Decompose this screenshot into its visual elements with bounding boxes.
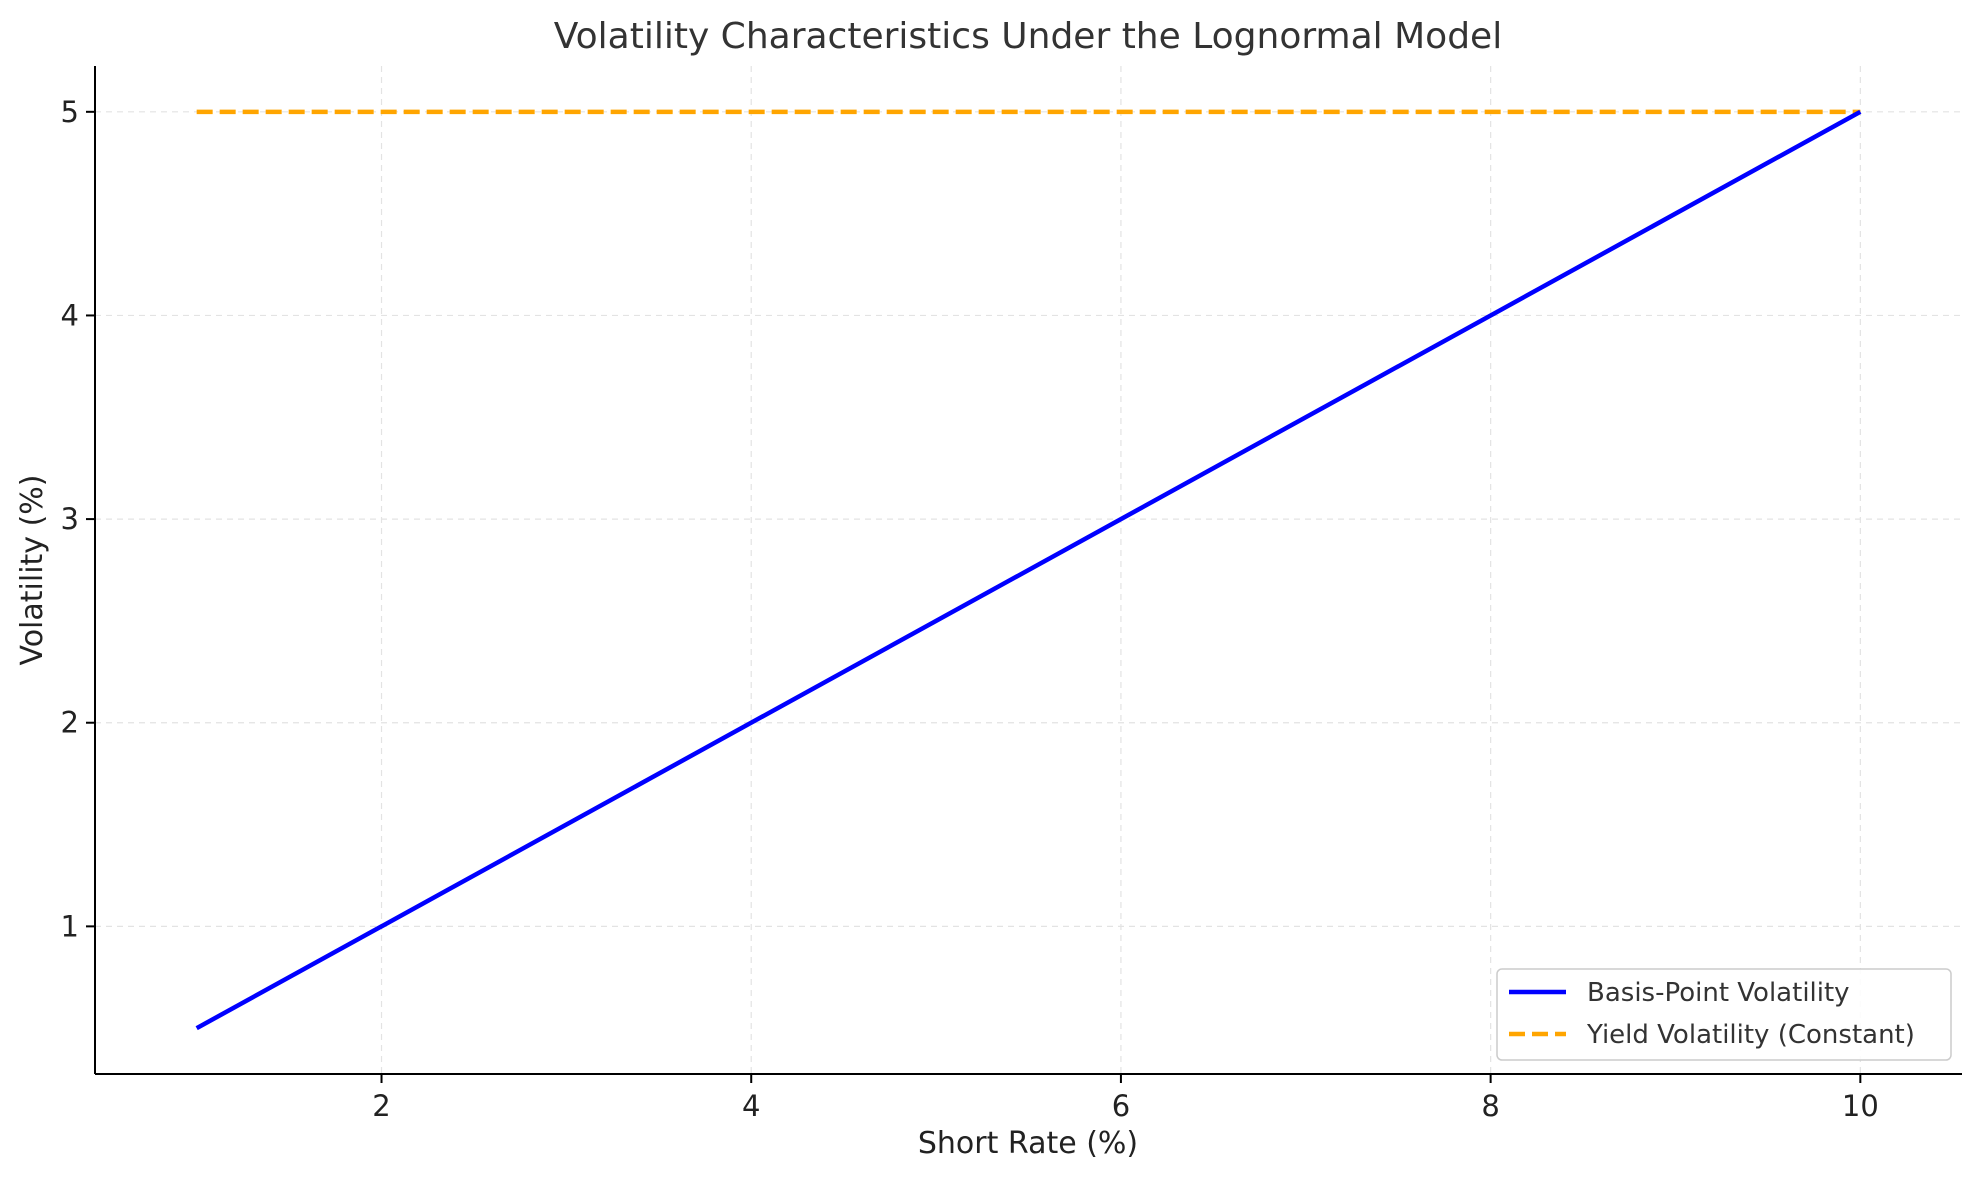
- y-tick-label: 3: [61, 502, 79, 536]
- chart-title: Volatility Characteristics Under the Log…: [554, 16, 1502, 57]
- y-ticks: 1 2 3 4 5: [61, 95, 95, 943]
- legend-label-basis-point-volatility: Basis-Point Volatility: [1587, 978, 1850, 1008]
- y-tick-label: 2: [61, 706, 79, 740]
- y-tick-label: 4: [61, 298, 79, 332]
- x-tick-label: 8: [1481, 1089, 1499, 1123]
- legend-box: [1496, 968, 1952, 1061]
- x-tick-label: 2: [372, 1089, 390, 1123]
- x-axis-label: Short Rate (%): [918, 1126, 1138, 1161]
- y-tick-label: 1: [61, 909, 79, 943]
- y-tick-label: 5: [61, 95, 79, 129]
- series-line-basis-point-volatility: [195, 109, 1862, 1031]
- x-ticks: 2 4 6 8 10: [372, 1074, 1879, 1123]
- series-layer: [195, 109, 1862, 1031]
- x-tick-label: 6: [1112, 1089, 1130, 1123]
- legend-label-yield-volatility: Yield Volatility (Constant): [1586, 1020, 1915, 1050]
- legend: Basis-Point Volatility Yield Volatility …: [1496, 968, 1952, 1061]
- y-axis-label: Volatility (%): [15, 474, 50, 665]
- x-tick-label: 10: [1842, 1089, 1879, 1123]
- x-tick-label: 4: [742, 1089, 760, 1123]
